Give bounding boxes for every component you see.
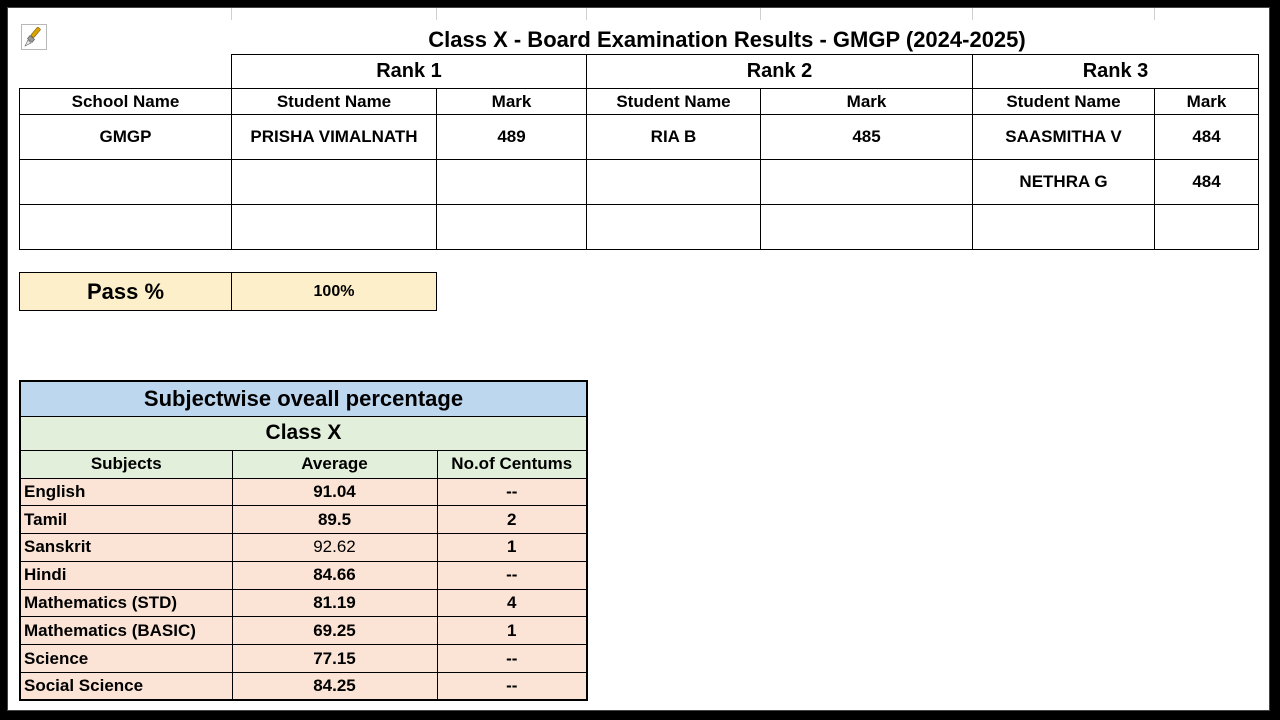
gridline: [231, 8, 232, 20]
student-name-header: Student Name: [972, 88, 1155, 115]
blank-corner-cell: [19, 54, 232, 89]
subject-header-row: Subjects Average No.of Centums: [19, 449, 588, 479]
school-cell: GMGP: [19, 114, 232, 160]
subject-name: Sanskrit: [19, 533, 233, 562]
subjectwise-table: Subjectwise oveall percentage Class X Su…: [19, 380, 588, 702]
gridline: [972, 8, 973, 20]
subject-centums: --: [436, 477, 588, 507]
table-row: Social Science 84.25 --: [19, 672, 588, 701]
rank3-student-cell: NETHRA G: [972, 159, 1155, 205]
school-cell: [19, 204, 232, 250]
gridline: [436, 8, 437, 20]
rank1-mark-cell: 489: [436, 114, 587, 160]
student-name-header: Student Name: [586, 88, 761, 115]
average-header: Average: [231, 449, 438, 479]
rank3-student-cell: [972, 204, 1155, 250]
centums-header: No.of Centums: [436, 449, 588, 479]
subject-centums: --: [436, 672, 588, 701]
subject-name: English: [19, 477, 233, 507]
rank1-mark-cell: [436, 204, 587, 250]
subject-average: 77.15: [231, 644, 438, 674]
rank2-student-cell: [586, 204, 761, 250]
rank3-mark-cell: [1154, 204, 1259, 250]
gridline: [760, 8, 761, 20]
subject-average: 84.66: [231, 560, 438, 590]
subject-centums: 1: [436, 533, 588, 562]
subject-name: Mathematics (STD): [19, 588, 233, 618]
subjects-header: Subjects: [19, 449, 233, 479]
page-title: Class X - Board Examination Results - GM…: [428, 27, 1026, 52]
rank-3-header: Rank 3: [972, 54, 1259, 89]
table-row: Science 77.15 --: [19, 644, 588, 674]
subject-name: Mathematics (BASIC): [19, 616, 233, 646]
rank3-student-cell: SAASMITHA V: [972, 114, 1155, 160]
subject-average: 81.19: [231, 588, 438, 618]
rank1-student-cell: PRISHA VIMALNATH: [231, 114, 437, 160]
subject-centums: 4: [436, 588, 588, 618]
gridline: [1154, 8, 1155, 20]
subject-centums: --: [436, 644, 588, 674]
table-row: English 91.04 --: [19, 477, 588, 507]
school-cell: [19, 159, 232, 205]
table-row: Tamil 89.5 2: [19, 505, 588, 535]
subjectwise-title: Subjectwise oveall percentage: [19, 380, 588, 417]
table-row: Hindi 84.66 --: [19, 560, 588, 590]
gridline: [586, 8, 587, 20]
rank3-mark-cell: 484: [1154, 114, 1259, 160]
subject-average: 89.5: [231, 505, 438, 535]
rank1-mark-cell: [436, 159, 587, 205]
subject-average: 91.04: [231, 477, 438, 507]
student-name-header: Student Name: [231, 88, 437, 115]
school-name-header: School Name: [19, 88, 232, 115]
subject-average: 69.25: [231, 616, 438, 646]
rank-header-row: Rank 1 Rank 2 Rank 3: [19, 54, 1259, 89]
rank2-mark-cell: [760, 204, 973, 250]
column-header-row: School Name Student Name Mark Student Na…: [19, 88, 1259, 115]
subject-name: Tamil: [19, 505, 233, 535]
rank-2-header: Rank 2: [586, 54, 973, 89]
rank3-mark-cell: 484: [1154, 159, 1259, 205]
subject-average: 92.62: [231, 533, 438, 562]
mark-header: Mark: [760, 88, 973, 115]
subject-name: Science: [19, 644, 233, 674]
pass-value: 100%: [231, 272, 437, 311]
table-row: Sanskrit 92.62 1: [19, 533, 588, 562]
paint-brush-icon[interactable]: [21, 24, 47, 50]
rank-results-table: Rank 1 Rank 2 Rank 3 School Name Student…: [19, 54, 1259, 250]
rank2-student-cell: RIA B: [586, 114, 761, 160]
document-frame: Class X - Board Examination Results - GM…: [7, 7, 1270, 711]
rank2-mark-cell: 485: [760, 114, 973, 160]
mark-header: Mark: [436, 88, 587, 115]
rank-1-header: Rank 1: [231, 54, 587, 89]
class-label: Class X: [19, 415, 588, 451]
table-row: GMGP PRISHA VIMALNATH 489 RIA B 485 SAAS…: [19, 114, 1259, 160]
subject-centums: 1: [436, 616, 588, 646]
subject-centums: --: [436, 560, 588, 590]
subject-average: 84.25: [231, 672, 438, 701]
subject-name: Hindi: [19, 560, 233, 590]
subject-centums: 2: [436, 505, 588, 535]
table-row: [19, 204, 1259, 250]
rank1-student-cell: [231, 159, 437, 205]
table-row: Mathematics (BASIC) 69.25 1: [19, 616, 588, 646]
pass-percentage-table: Pass % 100%: [19, 272, 437, 311]
rank2-mark-cell: [760, 159, 973, 205]
rank2-student-cell: [586, 159, 761, 205]
subject-name: Social Science: [19, 672, 233, 701]
pass-label: Pass %: [19, 272, 232, 311]
mark-header: Mark: [1154, 88, 1259, 115]
table-row: Mathematics (STD) 81.19 4: [19, 588, 588, 618]
rank1-student-cell: [231, 204, 437, 250]
table-row: NETHRA G 484: [19, 159, 1259, 205]
